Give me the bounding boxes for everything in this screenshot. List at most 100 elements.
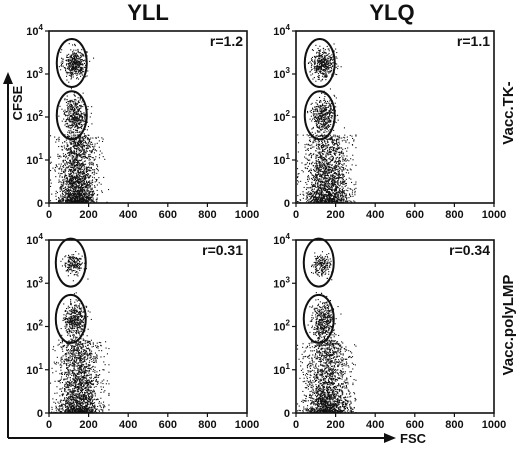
scatter-point xyxy=(320,64,322,66)
scatter-point xyxy=(68,170,70,172)
scatter-point xyxy=(76,130,78,132)
scatter-point xyxy=(315,61,317,63)
scatter-point xyxy=(318,168,320,170)
scatter-point xyxy=(306,196,308,198)
scatter-point xyxy=(101,137,103,139)
scatter-point xyxy=(328,117,330,119)
scatter-point xyxy=(83,152,85,154)
scatter-point xyxy=(307,165,309,167)
y-tick-label: 101 xyxy=(26,152,43,167)
scatter-point xyxy=(86,175,88,177)
scatter-point xyxy=(82,64,84,66)
scatter-point xyxy=(92,169,94,171)
scatter-point xyxy=(329,164,331,166)
scatter-point xyxy=(316,168,318,170)
scatter-point xyxy=(334,164,336,166)
scatter-point xyxy=(87,142,89,144)
scatter-point xyxy=(315,156,317,158)
scatter-point xyxy=(69,185,71,187)
scatter-point xyxy=(72,190,74,192)
scatter-point xyxy=(318,192,320,194)
scatter-point xyxy=(79,58,81,60)
scatter-point xyxy=(79,111,81,113)
scatter-point xyxy=(66,181,68,183)
scatter-point xyxy=(73,136,75,138)
scatter-point xyxy=(324,68,326,70)
scatter-point xyxy=(340,194,342,196)
scatter-point xyxy=(73,67,75,69)
scatter-point xyxy=(83,171,85,173)
scatter-point xyxy=(317,47,319,49)
scatter-point xyxy=(333,200,335,202)
scatter-point xyxy=(81,140,83,142)
scatter-point xyxy=(311,131,313,133)
scatter-point xyxy=(325,189,327,191)
scatter-point xyxy=(312,126,314,128)
scatter-point xyxy=(68,190,70,192)
scatter-point xyxy=(320,49,322,51)
scatter-point xyxy=(332,56,334,58)
scatter-point xyxy=(51,193,53,195)
scatter-point xyxy=(79,73,81,75)
scatter-point xyxy=(317,59,319,61)
scatter-point xyxy=(324,151,326,153)
scatter-point xyxy=(83,155,85,157)
scatter-point xyxy=(313,179,315,181)
scatter-point xyxy=(327,68,329,70)
scatter-point xyxy=(334,175,336,177)
scatter-point xyxy=(60,145,62,147)
scatter-point xyxy=(332,188,334,190)
scatter-point xyxy=(75,191,77,193)
scatter-point xyxy=(89,197,91,199)
scatter-point xyxy=(84,138,86,140)
scatter-point xyxy=(64,183,66,185)
scatter-point xyxy=(321,60,323,62)
scatter-point xyxy=(75,99,77,101)
scatter-point xyxy=(317,154,319,156)
scatter-point xyxy=(316,196,318,198)
scatter-point xyxy=(82,119,84,121)
scatter-point xyxy=(319,184,321,186)
scatter-point xyxy=(313,196,315,198)
scatter-point xyxy=(318,169,320,171)
scatter-point xyxy=(91,184,93,186)
scatter-point xyxy=(321,104,323,106)
scatter-point xyxy=(342,168,344,170)
scatter-point xyxy=(78,172,80,174)
scatter-point xyxy=(91,200,93,202)
scatter-point xyxy=(334,194,336,196)
scatter-point xyxy=(85,147,87,149)
scatter-point xyxy=(330,184,332,186)
scatter-point xyxy=(314,60,316,62)
scatter-point xyxy=(315,175,317,177)
scatter-point xyxy=(76,159,78,161)
scatter-point xyxy=(337,199,339,201)
scatter-point xyxy=(313,175,315,177)
scatter-point xyxy=(88,169,90,171)
scatter-point xyxy=(335,172,337,174)
scatter-point xyxy=(78,66,80,68)
scatter-point xyxy=(319,68,321,70)
scatter-point xyxy=(302,171,304,173)
scatter-point xyxy=(70,183,72,185)
scatter-point xyxy=(88,184,90,186)
scatter-point xyxy=(315,113,317,115)
scatter-point xyxy=(60,199,62,201)
scatter-point xyxy=(329,191,331,193)
scatter-point xyxy=(313,170,315,172)
scatter-point xyxy=(80,194,82,196)
scatter-point xyxy=(84,174,86,176)
scatter-point xyxy=(353,140,355,142)
scatter-point xyxy=(81,73,83,75)
scatter-point xyxy=(75,139,77,141)
scatter-point xyxy=(346,200,348,202)
scatter-point xyxy=(80,176,82,178)
scatter-point xyxy=(70,119,72,121)
scatter-point xyxy=(315,106,317,108)
scatter-point xyxy=(343,163,345,165)
scatter-point xyxy=(340,198,342,200)
scatter-point xyxy=(319,156,321,158)
scatter-point xyxy=(72,125,74,127)
scatter-point xyxy=(298,173,300,175)
scatter-point xyxy=(79,113,81,115)
